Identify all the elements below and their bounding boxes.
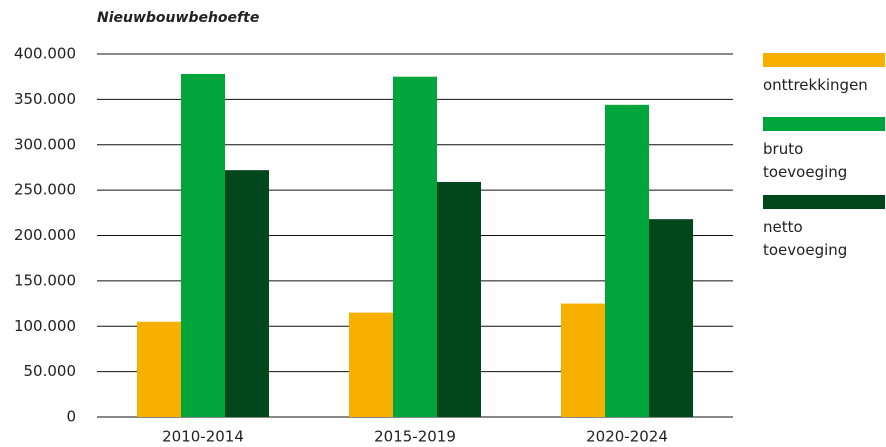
legend-label: bruto toevoeging [763, 140, 848, 181]
x-tick-label: 2010-2014 [162, 428, 244, 446]
legend-label: onttrekkingen [763, 76, 868, 94]
y-tick-label: 150.000 [14, 271, 76, 289]
y-tick-label: 350.000 [14, 90, 76, 108]
bar [393, 76, 437, 417]
bar [225, 170, 269, 417]
bar [437, 181, 481, 417]
legend-label: netto toevoeging [763, 218, 848, 259]
chart-title: Nieuwbouwbehoefte [97, 10, 259, 26]
x-tick-label: 2015-2019 [374, 428, 456, 446]
y-tick-label: 200.000 [14, 226, 76, 244]
bar [605, 104, 649, 417]
legend-swatch [763, 195, 885, 209]
y-tick-label: 50.000 [24, 362, 77, 380]
x-tick-label: 2020-2024 [586, 428, 668, 446]
y-tick-label: 0 [66, 408, 76, 426]
bar [649, 219, 693, 417]
y-tick-label: 100.000 [14, 317, 76, 335]
bar [181, 73, 225, 417]
bar [349, 312, 393, 417]
y-tick-label: 400.000 [14, 45, 76, 63]
y-tick-label: 250.000 [14, 181, 76, 199]
bar [137, 321, 181, 417]
bar [561, 303, 605, 417]
legend-swatch [763, 117, 885, 131]
legend-swatch [763, 53, 885, 67]
y-tick-label: 300.000 [14, 135, 76, 153]
